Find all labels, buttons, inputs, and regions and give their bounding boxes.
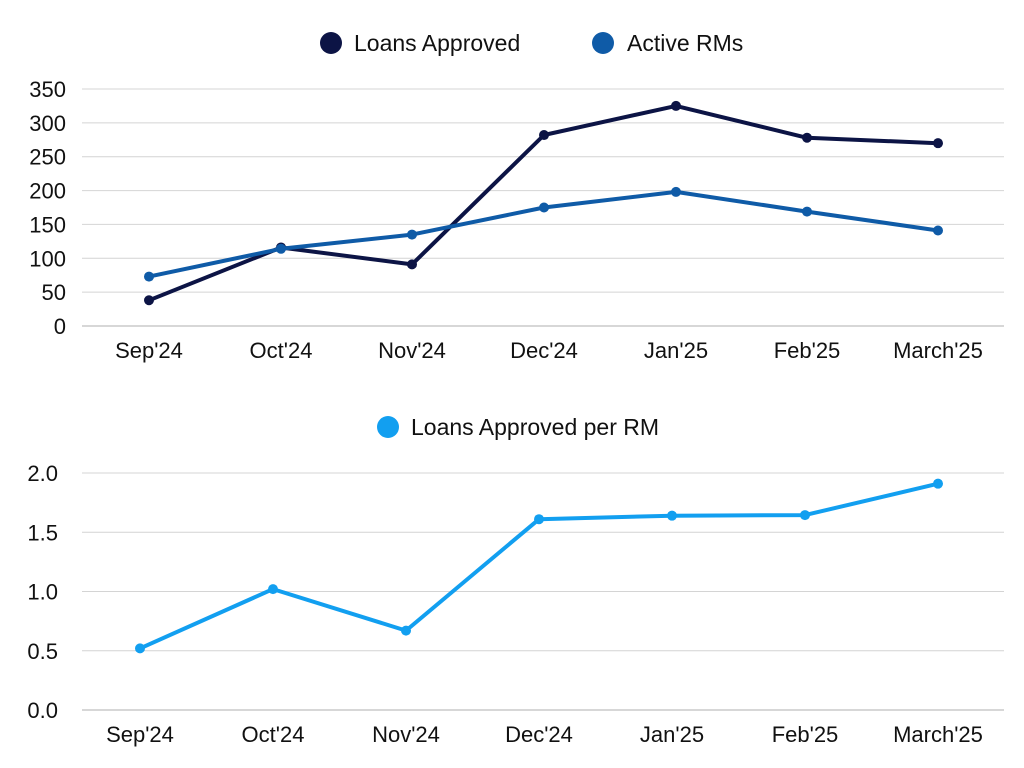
legend-label: Loans Approved (354, 30, 520, 56)
y-tick-label: 200 (29, 179, 66, 204)
x-tick-label: Jan'25 (640, 722, 704, 747)
data-point (276, 243, 286, 254)
x-tick-label: Sep'24 (115, 338, 183, 363)
chart-1: 0 50 100 150 200 250 300 350 Sep'24 Oct'24 Nov'24 D… (29, 30, 1004, 363)
chart-2: 0.0 0.5 1.0 1.5 2.0 Sep'24 Oct'24 Nov'24 Dec'24 J… (27, 414, 1004, 747)
data-point (144, 271, 154, 282)
legend-label: Active RMs (627, 30, 743, 56)
data-point (407, 229, 417, 240)
data-point (671, 186, 681, 197)
series-line (138, 481, 940, 651)
y-tick-label: 1.5 (27, 520, 58, 545)
legend-marker (592, 32, 614, 54)
y-tick-label: 350 (29, 77, 66, 102)
x-tick-label: Nov'24 (372, 722, 440, 747)
data-point (539, 130, 549, 141)
x-tick-label: Dec'24 (505, 722, 573, 747)
data-point (135, 643, 145, 654)
legend-label: Loans Approved per RM (411, 414, 659, 440)
data-point (933, 138, 943, 149)
data-point (802, 132, 812, 143)
data-point (268, 584, 278, 595)
y-tick-label: 1.0 (27, 580, 58, 605)
y-tick-label: 50 (42, 280, 66, 305)
y-tick-label: 100 (29, 246, 66, 271)
x-tick-label: Nov'24 (378, 338, 446, 363)
data-point (671, 100, 681, 111)
y-tick-label: 0.5 (27, 639, 58, 664)
x-tick-label: Sep'24 (106, 722, 174, 747)
legend-marker (320, 32, 342, 54)
x-tick-label: March'25 (893, 722, 983, 747)
x-tick-label: Oct'24 (250, 338, 313, 363)
y-tick-label: 2.0 (27, 461, 58, 486)
x-tick-label: Feb'25 (774, 338, 841, 363)
data-point (539, 202, 549, 213)
data-point (401, 625, 411, 636)
x-tick-label: Dec'24 (510, 338, 578, 363)
y-tick-label: 150 (29, 212, 66, 237)
data-point (933, 478, 943, 489)
x-tick-label: March'25 (893, 338, 983, 363)
data-point (534, 514, 544, 525)
data-point (144, 295, 154, 306)
data-point (802, 206, 812, 217)
y-tick-label: 0 (54, 314, 66, 339)
data-point (933, 225, 943, 236)
data-point (667, 510, 677, 521)
data-point (800, 510, 810, 521)
y-tick-label: 300 (29, 111, 66, 136)
x-tick-label: Feb'25 (772, 722, 839, 747)
x-tick-label: Oct'24 (242, 722, 305, 747)
legend-marker (377, 416, 399, 438)
y-tick-label: 0.0 (27, 698, 58, 723)
x-tick-label: Jan'25 (644, 338, 708, 363)
data-point (407, 259, 417, 270)
y-tick-label: 250 (29, 145, 66, 170)
